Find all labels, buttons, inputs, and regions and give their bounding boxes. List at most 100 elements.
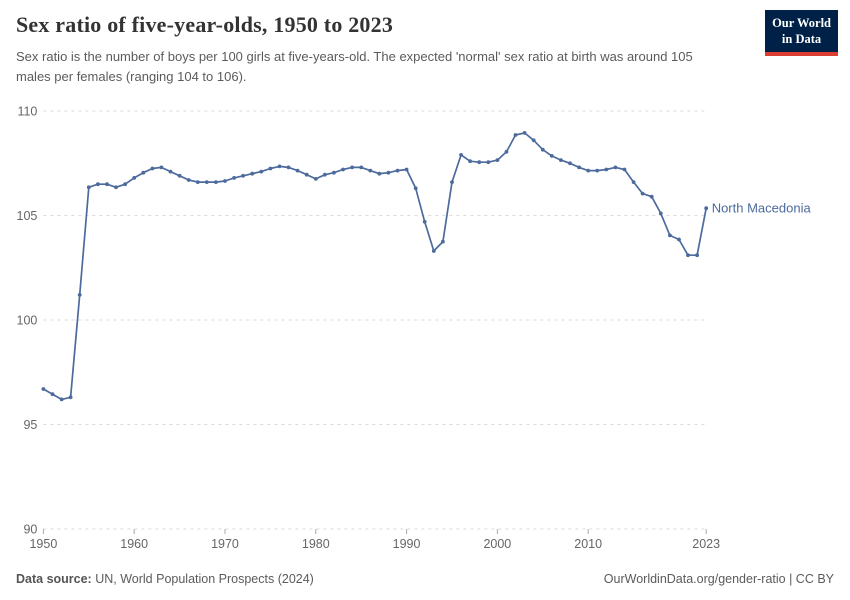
data-point[interactable] [577,165,581,170]
data-point[interactable] [395,168,400,173]
data-point[interactable] [413,186,418,191]
data-point[interactable] [41,387,46,391]
data-point[interactable] [359,165,364,170]
data-source-value: UN, World Population Prospects (2024) [95,572,314,586]
data-point[interactable] [204,180,209,184]
data-point[interactable] [186,178,191,182]
y-tick-label: 95 [23,418,37,432]
data-point[interactable] [704,206,709,211]
data-point[interactable] [105,182,109,187]
x-tick-label: 1980 [302,537,330,551]
entity-label[interactable]: North Macedonia [712,201,812,216]
data-point[interactable] [668,233,672,238]
data-point[interactable] [232,176,237,180]
x-tick-label: 2023 [692,537,720,551]
data-point[interactable] [323,172,327,177]
data-point[interactable] [522,131,527,135]
data-point[interactable] [141,170,146,175]
x-tick-label: 2000 [483,537,511,551]
data-point[interactable] [504,149,509,154]
data-point[interactable] [132,176,137,180]
chart-title: Sex ratio of five-year-olds, 1950 to 202… [16,12,394,37]
y-tick-label: 105 [17,209,38,223]
y-tick-label: 100 [17,314,38,328]
data-point[interactable] [214,180,218,184]
owid-logo[interactable]: Our World in Data [765,10,838,57]
data-point[interactable] [686,253,690,258]
x-tick-label: 1960 [120,537,148,551]
data-point[interactable] [513,133,518,137]
data-point[interactable] [540,147,545,152]
data-point[interactable] [241,173,246,178]
y-tick-label: 110 [17,105,37,119]
data-point[interactable] [441,239,445,244]
data-point[interactable] [159,165,164,170]
owid-logo-line2: in Data [781,31,822,46]
data-point[interactable] [332,170,336,175]
credit-line: OurWorldinData.org/gender-ratio | CC BY [603,572,834,586]
chart-footer: Data source: UN, World Population Prospe… [16,572,834,586]
y-tick-label: 90 [23,523,37,537]
data-point[interactable] [595,168,600,173]
data-point[interactable] [168,169,173,174]
data-point[interactable] [468,159,472,164]
data-point[interactable] [368,168,373,173]
data-point[interactable] [68,395,73,400]
data-point[interactable] [695,253,699,258]
data-point[interactable] [422,219,427,224]
data-point[interactable] [350,165,354,170]
data-point[interactable] [531,138,536,143]
data-point[interactable] [450,180,454,184]
x-tick-label: 1990 [393,537,421,551]
data-source-label: Data source: [16,572,92,586]
data-point[interactable] [459,153,463,157]
data-point[interactable] [658,211,663,216]
data-point[interactable] [286,165,291,170]
plot-area[interactable]: 90 95 100 105 110 1950 1960 1970 1980 1990 2000 201… [0,100,850,560]
data-point[interactable] [177,173,182,178]
data-point[interactable] [677,237,681,242]
x-tick-label: 1950 [29,537,57,551]
data-point[interactable] [568,161,572,166]
data-point[interactable] [268,166,273,171]
data-point[interactable] [377,171,382,176]
data-point[interactable] [304,172,309,177]
data-point[interactable] [295,168,300,173]
data-point[interactable] [613,165,618,170]
data-point[interactable] [277,164,282,169]
data-point[interactable] [123,182,127,187]
data-point[interactable] [250,171,255,176]
owid-logo-line1: Our World [772,16,831,30]
line-chart[interactable]: 90 95 100 105 110 1950 1960 1970 1980 1990 2000 201… [0,100,850,560]
data-point[interactable] [50,392,55,397]
data-point[interactable] [622,167,627,172]
data-point[interactable] [649,194,654,199]
data-point[interactable] [640,191,645,196]
data-point[interactable] [341,167,345,172]
data-point[interactable] [431,249,436,253]
data-point[interactable] [114,185,118,190]
data-point[interactable] [386,170,391,175]
chart-header: Sex ratio of five-year-olds, 1950 to 202… [16,10,838,86]
data-point[interactable] [486,160,491,165]
data-point[interactable] [150,166,155,171]
data-point[interactable] [223,179,227,183]
data-point[interactable] [477,160,482,165]
data-point[interactable] [313,177,318,181]
chart-subtitle: Sex ratio is the number of boys per 100 … [16,49,693,84]
data-point[interactable] [404,167,409,172]
data-point[interactable] [96,182,100,187]
data-point[interactable] [77,293,82,297]
data-point[interactable] [586,168,591,173]
data-point[interactable] [59,397,64,402]
data-point[interactable] [259,169,264,174]
data-point[interactable] [549,154,554,158]
data-point[interactable] [86,185,91,190]
data-point[interactable] [604,167,609,172]
x-tick-label: 1970 [211,537,239,551]
data-point[interactable] [195,180,200,184]
data-point[interactable] [495,158,500,162]
data-point[interactable] [631,180,636,184]
data-point[interactable] [559,158,563,162]
